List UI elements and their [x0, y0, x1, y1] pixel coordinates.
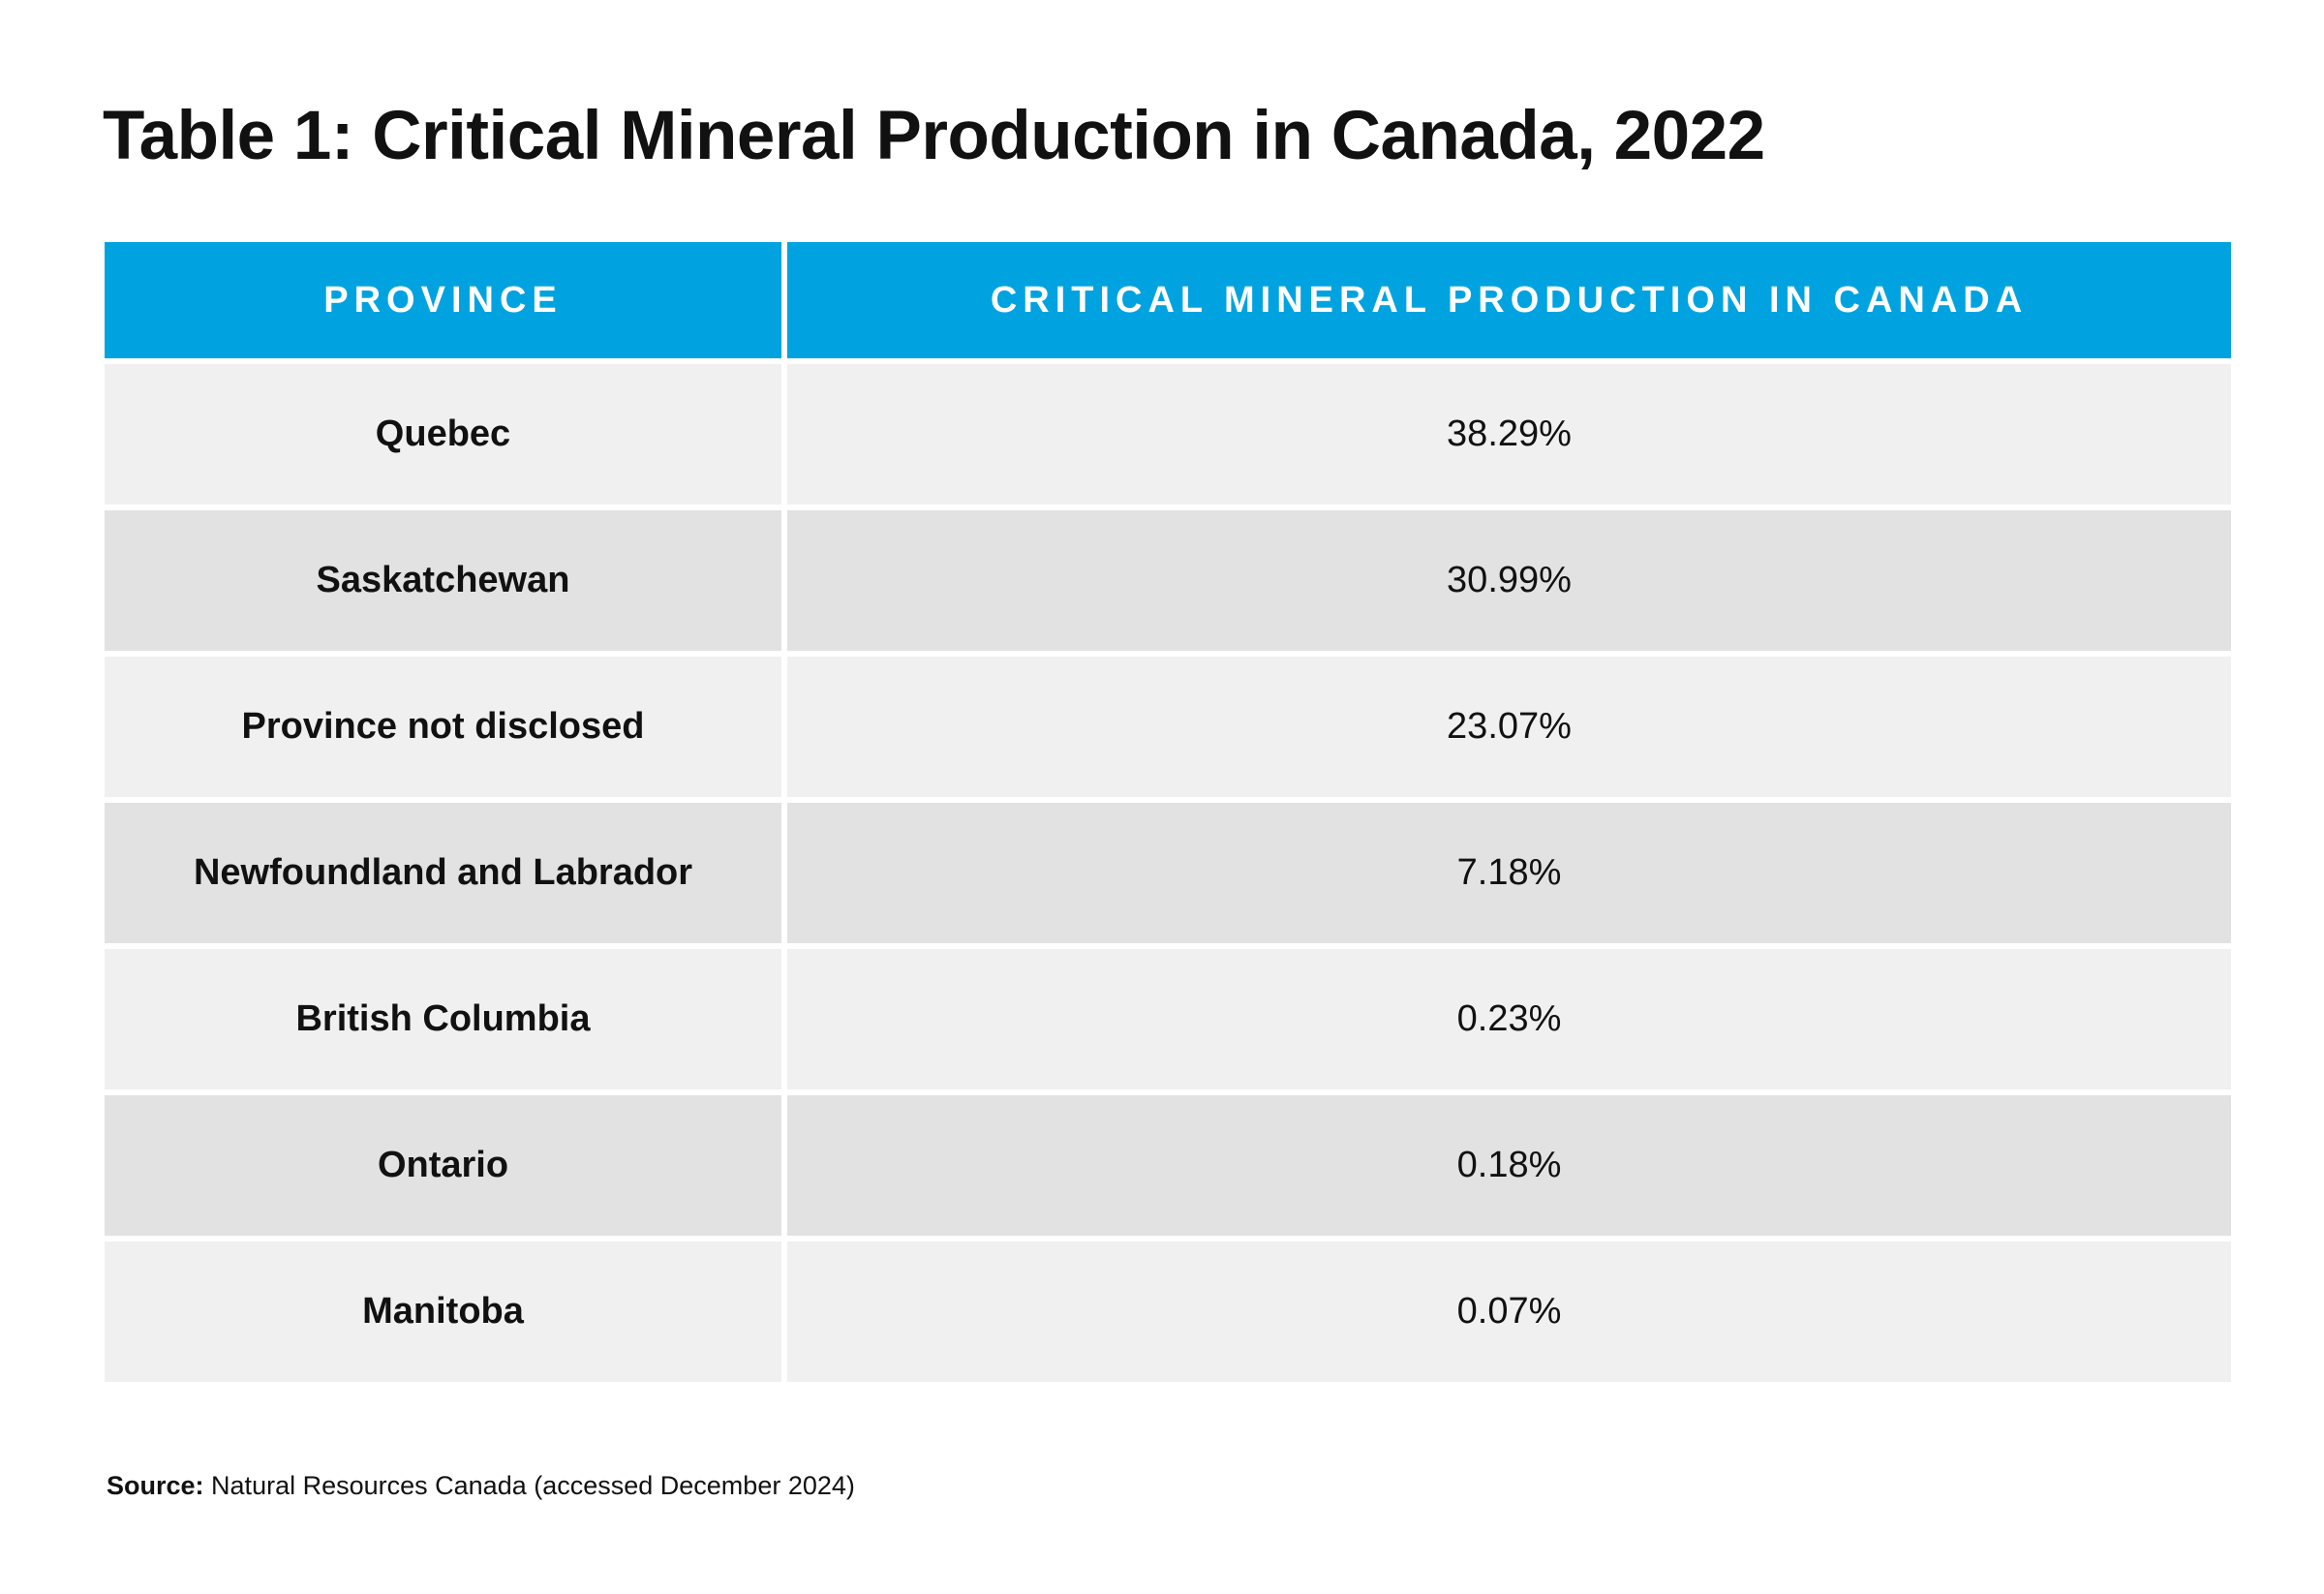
province-cell: Province not disclosed	[105, 654, 787, 803]
value-cell: 38.29%	[784, 361, 2231, 510]
table-row: Ontario 0.18%	[105, 1092, 2231, 1241]
source-note: Source: Natural Resources Canada (access…	[107, 1466, 855, 1505]
table-row: Saskatchewan 30.99%	[105, 507, 2231, 657]
province-cell: Saskatchewan	[105, 507, 787, 657]
province-cell: Ontario	[105, 1092, 787, 1241]
data-table-container: PROVINCE CRITICAL MINERAL PRODUCTION IN …	[105, 242, 2231, 1382]
value-cell: 0.07%	[784, 1239, 2231, 1382]
province-cell: Manitoba	[105, 1239, 787, 1382]
province-cell: Newfoundland and Labrador	[105, 800, 787, 949]
source-text: Natural Resources Canada (accessed Decem…	[211, 1471, 855, 1500]
header-province: PROVINCE	[105, 242, 787, 364]
value-cell: 0.23%	[784, 946, 2231, 1095]
table-row: Quebec 38.29%	[105, 361, 2231, 510]
value-cell: 23.07%	[784, 654, 2231, 803]
table-row: Manitoba 0.07%	[105, 1239, 2231, 1382]
value-cell: 30.99%	[784, 507, 2231, 657]
header-production: CRITICAL MINERAL PRODUCTION IN CANADA	[784, 242, 2231, 364]
table-row: British Columbia 0.23%	[105, 946, 2231, 1095]
province-cell: Quebec	[105, 361, 787, 510]
table-row: Province not disclosed 23.07%	[105, 654, 2231, 803]
page-title: Table 1: Critical Mineral Production in …	[103, 93, 1765, 180]
table-row: Newfoundland and Labrador 7.18%	[105, 800, 2231, 949]
source-label: Source:	[107, 1471, 204, 1500]
value-cell: 0.18%	[784, 1092, 2231, 1241]
table-header-row: PROVINCE CRITICAL MINERAL PRODUCTION IN …	[105, 242, 2231, 364]
value-cell: 7.18%	[784, 800, 2231, 949]
mineral-production-table: PROVINCE CRITICAL MINERAL PRODUCTION IN …	[105, 242, 2231, 1382]
title-prefix: Table 1:	[103, 98, 354, 174]
province-cell: British Columbia	[105, 946, 787, 1095]
title-text: Critical Mineral Production in Canada, 2…	[372, 98, 1765, 174]
